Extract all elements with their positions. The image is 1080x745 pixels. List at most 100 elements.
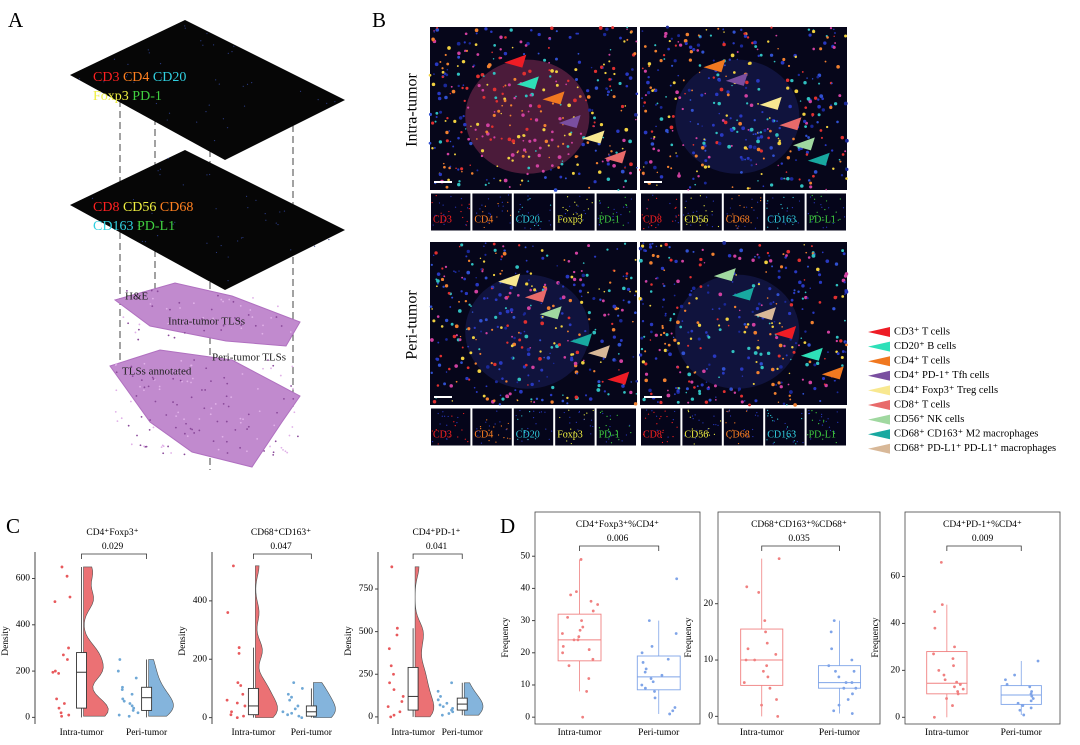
layer-speck: [227, 52, 229, 54]
cell: [717, 101, 721, 106]
cell: [593, 116, 596, 120]
cell: [665, 333, 669, 337]
thumb-cell: [443, 214, 445, 216]
cell: [685, 387, 689, 391]
thumb-cell: [754, 227, 757, 229]
cell: [687, 331, 690, 334]
he-speck: [270, 367, 272, 370]
cell: [508, 392, 512, 396]
arrowhead: [713, 268, 736, 282]
cell: [561, 160, 564, 162]
thumb-cell: [487, 221, 489, 223]
cell: [451, 400, 454, 402]
cell: [740, 394, 744, 398]
cell: [691, 89, 693, 92]
cell: [664, 242, 668, 247]
thumb-cell: [769, 221, 771, 224]
data-point: [395, 626, 399, 630]
cell: [758, 243, 762, 247]
thumb-cell: [699, 218, 701, 220]
cell: [620, 104, 625, 109]
cell: [602, 32, 607, 37]
data-point: [65, 574, 69, 578]
he-speck: [181, 380, 183, 383]
cell: [431, 308, 433, 310]
data-point: [830, 647, 834, 651]
cell: [807, 256, 811, 259]
thumb-cell: [687, 411, 690, 413]
cell: [675, 387, 678, 390]
cell: [771, 325, 774, 329]
layer-speck: [182, 184, 184, 186]
he-speck: [276, 305, 279, 308]
cell: [702, 141, 706, 145]
data-point: [60, 714, 64, 718]
thumb-cell: [736, 227, 738, 229]
cell: [642, 397, 646, 402]
cell: [509, 124, 511, 127]
cell: [692, 48, 696, 52]
he-speck: [179, 307, 181, 309]
cell: [699, 347, 702, 350]
cell: [746, 102, 749, 105]
cell: [649, 261, 653, 265]
cell: [618, 369, 620, 371]
cell: [839, 339, 843, 343]
thumb-cell: [693, 443, 695, 445]
he-speck: [291, 365, 294, 368]
arrowhead: [703, 59, 726, 73]
cell: [449, 384, 453, 388]
cell: [474, 128, 477, 131]
cell: [841, 364, 844, 367]
cell: [698, 392, 702, 395]
thumb-cell: [559, 416, 561, 419]
cell: [648, 245, 653, 249]
he-speck: [232, 300, 235, 303]
cell: [619, 339, 623, 342]
thumb-cell: [703, 220, 705, 222]
panel-label: C: [6, 514, 20, 538]
he-speck: [151, 376, 154, 379]
he-speck: [225, 395, 228, 398]
cell: [819, 129, 823, 132]
cell: [453, 119, 457, 123]
cell: [644, 94, 647, 97]
cell: [610, 150, 613, 153]
thumb-cell: [507, 194, 510, 196]
cell: [810, 124, 814, 128]
thumb-cell: [548, 438, 550, 440]
y-tick-label: 0: [525, 712, 530, 722]
box: [247, 687, 259, 716]
cell: [469, 164, 471, 166]
y-tick-label: 750: [359, 584, 374, 594]
cell: [635, 40, 638, 43]
cell: [707, 386, 710, 388]
thumb-cell: [612, 215, 614, 218]
cell: [607, 289, 611, 293]
cell: [678, 96, 682, 100]
thumb-cell: [468, 208, 470, 210]
cell: [575, 32, 578, 35]
cell: [513, 96, 516, 100]
x-tick-label: Peri-tumor: [291, 728, 333, 738]
cell: [530, 28, 533, 32]
cell: [448, 130, 451, 132]
thumb-cell: [506, 437, 509, 439]
cell: [578, 172, 581, 176]
cell: [743, 32, 746, 35]
cell: [541, 169, 545, 173]
cell: [439, 61, 442, 63]
he-speck: [246, 428, 248, 430]
cell: [475, 390, 478, 393]
cell: [723, 31, 725, 33]
cell: [515, 265, 520, 269]
cell: [824, 60, 827, 63]
cell: [804, 291, 807, 294]
cell: [844, 293, 846, 295]
he-speck: [297, 435, 299, 438]
layer-speck: [156, 235, 159, 237]
thumb-cell: [829, 429, 832, 432]
data-point: [933, 610, 937, 614]
data-point: [55, 697, 59, 701]
x-tick-label: Intra-tumor: [60, 728, 105, 738]
